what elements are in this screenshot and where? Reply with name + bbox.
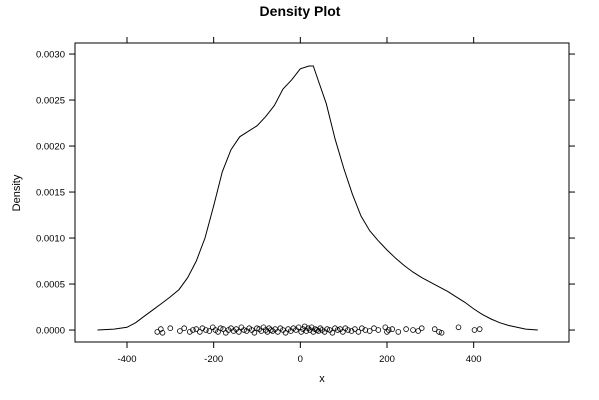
y-tick-label: 0.0020 [36, 142, 65, 153]
data-point [251, 329, 258, 336]
data-point [418, 325, 425, 332]
chart-title: Density Plot [260, 3, 341, 19]
data-point [197, 329, 203, 335]
data-point [455, 324, 462, 331]
data-point [274, 329, 281, 335]
data-point [217, 325, 224, 332]
data-point [385, 327, 392, 333]
x-axis-label: x [319, 373, 325, 385]
y-tick-label: 0.0005 [36, 280, 65, 291]
data-point [476, 326, 483, 332]
data-point [167, 325, 174, 332]
y-tick-label: 0.0030 [36, 50, 65, 61]
data-point [355, 329, 362, 335]
data-point [339, 329, 346, 335]
data-point [206, 328, 213, 334]
data-point [266, 325, 272, 332]
rug-points [154, 323, 483, 336]
data-point [303, 328, 310, 334]
x-tick-label: 200 [379, 354, 395, 365]
data-point [181, 325, 188, 332]
data-point [403, 326, 409, 332]
data-point [154, 329, 161, 335]
data-point [334, 327, 341, 333]
data-point [359, 325, 365, 332]
data-point [438, 329, 445, 336]
x-tick-label: 0 [298, 354, 303, 365]
data-point [389, 326, 396, 332]
data-point [315, 328, 322, 334]
y-tick-label: 0.0010 [36, 234, 65, 245]
data-point [375, 327, 382, 333]
y-axis-ticks: 0.0000 0.0005 0.0010 0.0015 0.0020 0.0025 0.00… [36, 50, 575, 337]
data-point [431, 326, 438, 332]
data-point [324, 326, 331, 332]
data-point [305, 325, 311, 332]
data-point [236, 329, 242, 335]
data-point [203, 327, 209, 333]
data-point [159, 329, 166, 336]
y-tick-label: 0.0025 [36, 96, 65, 107]
data-point [471, 327, 478, 333]
data-point [410, 327, 416, 333]
y-tick-label: 0.0015 [36, 188, 65, 199]
data-point [395, 329, 402, 335]
data-point [215, 329, 221, 335]
data-point [317, 325, 324, 332]
data-point [177, 328, 183, 334]
x-tick-label: -200 [204, 354, 223, 365]
data-point [282, 329, 289, 336]
data-point [436, 329, 442, 335]
data-point [366, 328, 373, 334]
data-point [190, 327, 196, 333]
data-point [352, 326, 358, 332]
data-point [220, 326, 227, 332]
y-axis-label: Density [11, 174, 23, 211]
x-tick-label: 400 [466, 354, 482, 365]
data-point [298, 329, 305, 335]
data-point [241, 327, 247, 333]
density-curve [97, 65, 538, 331]
x-tick-label: -400 [117, 354, 136, 365]
data-point [384, 329, 390, 335]
data-point [345, 327, 351, 333]
data-point [329, 329, 336, 336]
data-point [187, 329, 193, 335]
data-point [415, 328, 422, 334]
y-tick-label: 0.0000 [36, 326, 65, 337]
data-point [193, 326, 200, 332]
plot-frame [74, 42, 570, 343]
x-axis-ticks: -400 -200 0 200 400 [117, 37, 482, 365]
data-point [382, 324, 389, 331]
data-point [223, 329, 229, 336]
